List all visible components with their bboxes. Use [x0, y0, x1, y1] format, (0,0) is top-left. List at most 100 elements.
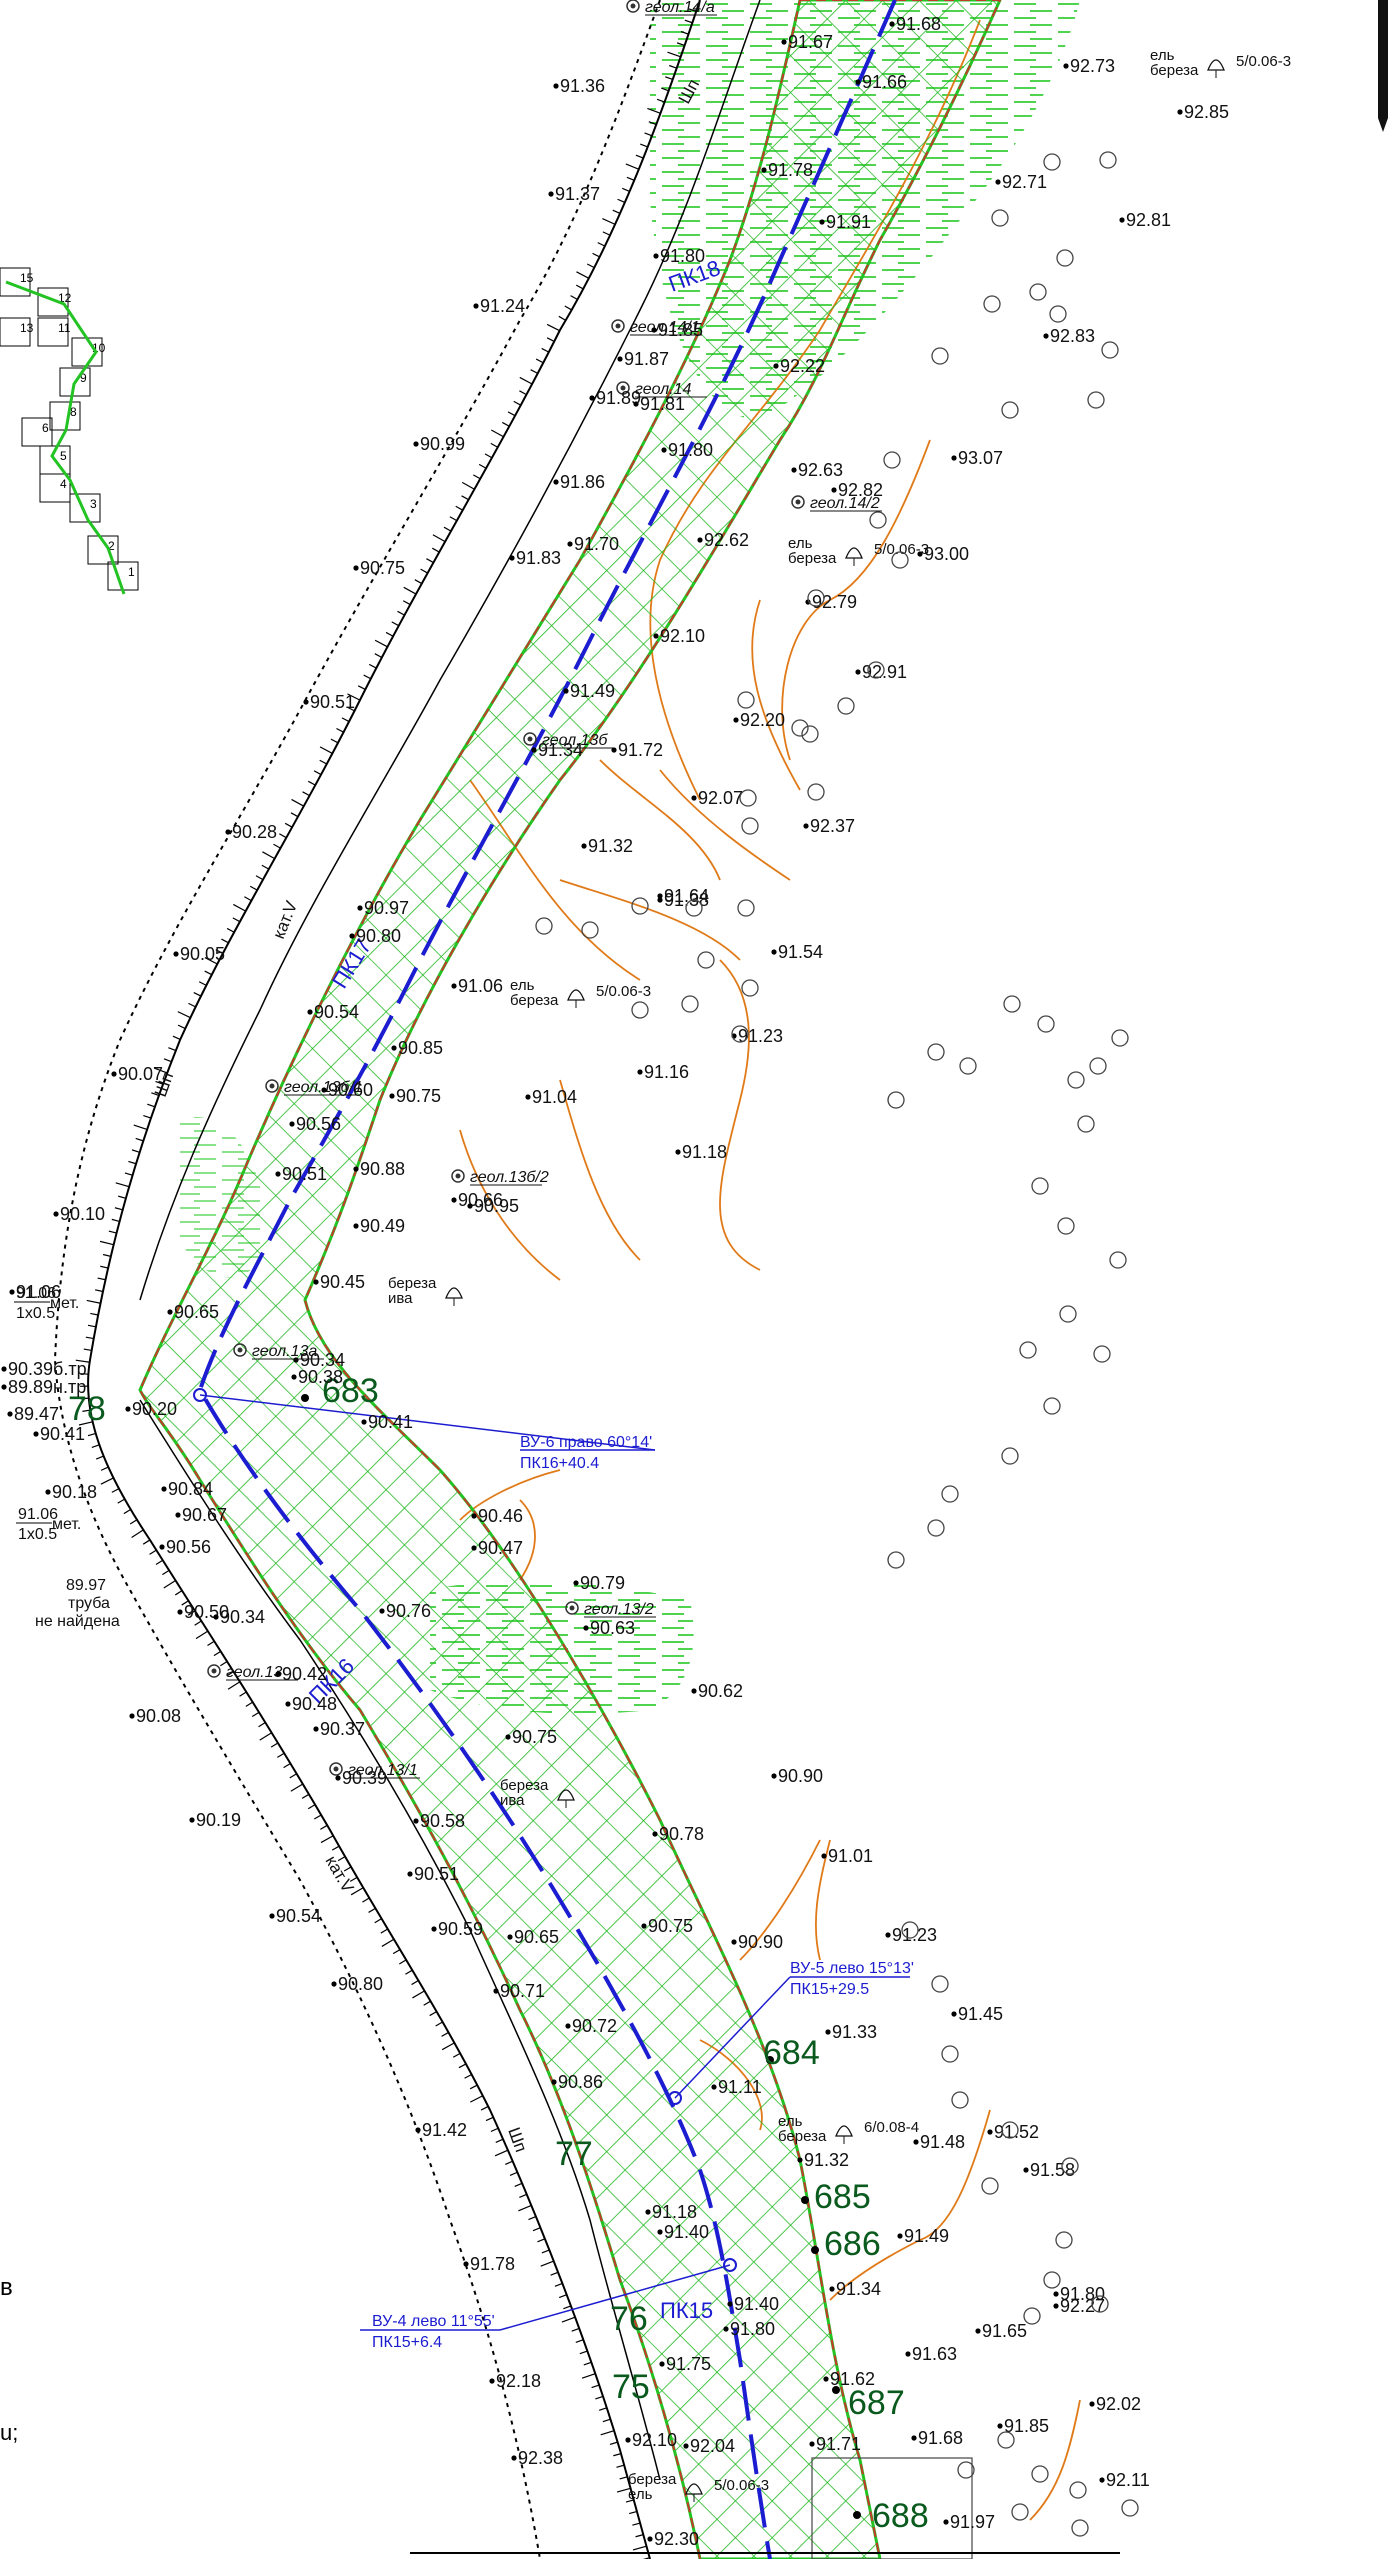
- edge-tick: [581, 2373, 596, 2379]
- svg-text:90.84: 90.84: [168, 1479, 213, 1499]
- edge-tick: [114, 1207, 123, 1211]
- edge-tick: [289, 1773, 297, 1779]
- svg-text:91.75: 91.75: [666, 2354, 711, 2374]
- edge-tick: [616, 2464, 625, 2468]
- shrub-circle: [991, 209, 1009, 227]
- shrub-circle: [887, 1551, 905, 1569]
- edge-tick: [507, 411, 516, 417]
- elevation-point: 90.41: [33, 1424, 85, 1444]
- elevation-point: 92.81: [1119, 210, 1171, 230]
- edge-tick: [519, 376, 533, 385]
- svg-text:91.33: 91.33: [832, 2022, 877, 2042]
- svg-text:91.68: 91.68: [918, 2428, 963, 2448]
- shrub-circle: [739, 789, 757, 807]
- edge-tick: [612, 209, 621, 214]
- elevation-point: 90.95: [467, 1196, 519, 1216]
- shrub-circle: [1071, 2519, 1089, 2537]
- elevation-point: 90.56: [289, 1114, 341, 1134]
- elevation-point: 89.47: [7, 1404, 59, 1424]
- boundary-points: 683 684 685 686 687 688: [301, 1372, 973, 2559]
- edge-tick: [313, 770, 322, 776]
- svg-text:91.80: 91.80: [660, 246, 705, 266]
- edge-tick: [518, 2204, 532, 2212]
- elevation-point: 91.68: [911, 2428, 963, 2448]
- edge-tick: [680, 30, 689, 35]
- svg-text:1: 1: [128, 565, 135, 579]
- shrub-circle: [891, 551, 909, 569]
- svg-text:90.63: 90.63: [590, 1618, 635, 1638]
- edge-tick: [290, 1783, 304, 1792]
- elevation-point: 92.04: [683, 2436, 735, 2456]
- shrub-circle: [1001, 2121, 1019, 2139]
- svg-text:91.04: 91.04: [532, 1087, 577, 1107]
- svg-text:91.38: 91.38: [664, 890, 709, 910]
- elevation-point: 92.83: [1043, 326, 1095, 346]
- elevation-point: 91.32: [797, 2150, 849, 2170]
- svg-text:90.56: 90.56: [166, 1537, 211, 1557]
- elevation-point: 91.64: [657, 886, 709, 906]
- edge-tick: [676, 42, 685, 47]
- edge-tick: [259, 1732, 272, 1741]
- svg-text:90.75: 90.75: [512, 1727, 557, 1747]
- edge-tick: [535, 358, 544, 364]
- edge-tick: [397, 610, 405, 616]
- edge-tick: [177, 1024, 186, 1030]
- shrub-circle: [1093, 1345, 1111, 1363]
- edge-tick: [625, 163, 640, 170]
- edge-tick: [100, 1477, 114, 1485]
- elevation-point: 92.85: [1177, 102, 1229, 122]
- edge-tick: [546, 323, 560, 332]
- elevation-point: 91.68: [889, 14, 941, 34]
- elevation-point: 90.60: [321, 1080, 373, 1100]
- edge-tick: [495, 2138, 504, 2144]
- shrub-circle: [957, 2461, 975, 2479]
- edge-tick: [149, 1549, 157, 1555]
- elevation-point: 91.06: [9, 1282, 61, 1302]
- sheet-cell: 13: [0, 317, 34, 347]
- svg-text:береза: береза: [510, 992, 559, 1009]
- elevation-point: 90.56: [159, 1537, 211, 1557]
- edge-tick: [277, 1752, 285, 1758]
- note-line: 91.06: [16, 1285, 56, 1302]
- svg-text:92.83: 92.83: [1050, 326, 1095, 346]
- edge-tick: [151, 1092, 160, 1097]
- edge-tick: [307, 780, 316, 786]
- edge-tick: [102, 1253, 111, 1257]
- shrub-circle: [1111, 1029, 1129, 1047]
- svg-text:91.62: 91.62: [830, 2369, 875, 2389]
- svg-text:91.72: 91.72: [618, 740, 663, 760]
- shrub-circle: [983, 295, 1001, 313]
- edge-tick: [349, 1876, 358, 1882]
- edge-tick: [337, 1856, 346, 1862]
- edge-tick: [405, 1969, 413, 1975]
- svg-text:90.65: 90.65: [514, 1927, 559, 1947]
- svg-text:91.16: 91.16: [644, 1062, 689, 1082]
- svg-text:90.60: 90.60: [328, 1080, 373, 1100]
- elevation-point: 90.10: [53, 1204, 105, 1224]
- edge-tick: [290, 812, 299, 818]
- edge-tick: [619, 2476, 628, 2480]
- edge-tick: [625, 2499, 634, 2503]
- edge-tick: [90, 1312, 99, 1316]
- elevation-point: 92.63: [791, 460, 843, 480]
- edge-tick: [661, 87, 669, 92]
- svg-text:геол.13: геол.13: [226, 1664, 283, 1681]
- road-corridor: [138, 0, 1002, 2559]
- elevation-point: 90.85: [391, 1038, 443, 1058]
- edge-tick: [576, 271, 590, 279]
- shrub-circle: [869, 511, 887, 529]
- edge-tick: [423, 2000, 431, 2006]
- elevation-point: 91.18: [675, 1142, 727, 1162]
- geo-point: геол.14/1: [611, 319, 702, 336]
- edge-tick: [204, 970, 213, 976]
- shrub-circle: [1019, 1341, 1037, 1359]
- edge-tick: [617, 198, 626, 203]
- edge-tick: [532, 2227, 541, 2232]
- elevation-point: 92.20: [733, 710, 785, 730]
- elevation-point: 90.46: [471, 1506, 523, 1526]
- shrub-circle: [1087, 391, 1105, 409]
- elevation-point: 91.01: [821, 1846, 873, 1866]
- note-line: мет.: [52, 1516, 81, 1533]
- edge-tick: [100, 1265, 109, 1269]
